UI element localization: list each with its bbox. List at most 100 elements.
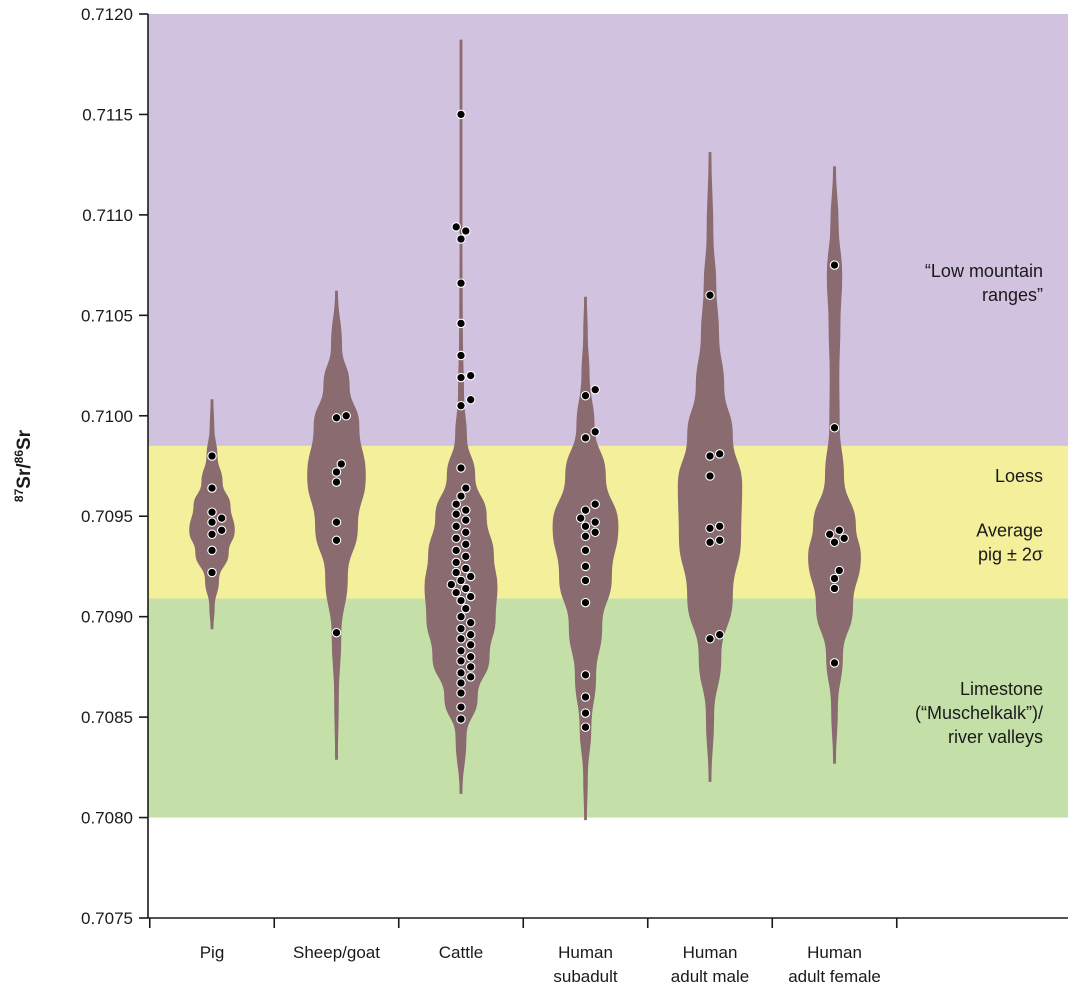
- data-point: [461, 483, 471, 493]
- data-point: [451, 509, 461, 519]
- band-label-low-mountain-ranges: “Low mountain: [925, 261, 1043, 281]
- y-tick-label: 0.7115: [82, 105, 133, 124]
- y-tick-label: 0.7090: [81, 608, 133, 627]
- data-point: [590, 527, 600, 538]
- data-point: [331, 517, 342, 527]
- data-point: [207, 529, 217, 540]
- data-point: [829, 423, 840, 433]
- data-point: [834, 565, 845, 576]
- data-point: [451, 533, 461, 544]
- data-point: [456, 714, 466, 724]
- data-point: [461, 527, 471, 538]
- data-point: [456, 350, 466, 361]
- data-point: [465, 640, 476, 650]
- x-ticks: [148, 918, 898, 928]
- band-label-limestone: Limestone: [960, 679, 1043, 699]
- data-point: [461, 551, 471, 562]
- data-point: [580, 670, 591, 680]
- data-point: [207, 483, 217, 493]
- data-point: [839, 533, 849, 544]
- data-point: [456, 400, 466, 411]
- data-point: [590, 384, 600, 395]
- data-point: [580, 597, 591, 608]
- data-point: [207, 507, 217, 517]
- y-tick-label: 0.7080: [81, 809, 133, 828]
- data-point: [456, 234, 466, 244]
- data-point: [461, 539, 471, 550]
- data-point: [829, 573, 840, 584]
- data-point: [829, 583, 840, 594]
- y-tick-label: 0.7075: [81, 909, 133, 928]
- category-label: adult female: [788, 967, 881, 986]
- data-point: [575, 513, 586, 523]
- data-point: [456, 318, 466, 329]
- band-label-limestone: (“Muschelkalk”)/: [915, 703, 1043, 723]
- data-point: [705, 634, 715, 644]
- data-point: [465, 662, 476, 672]
- data-point: [456, 702, 466, 712]
- data-point: [714, 521, 725, 532]
- axes: [147, 14, 1068, 919]
- category-label: Human: [807, 943, 862, 962]
- band-label-low-mountain-ranges: ranges”: [982, 285, 1043, 305]
- data-point: [461, 563, 471, 574]
- data-point: [580, 545, 591, 556]
- data-point: [590, 517, 600, 527]
- band-labels: “Low mountain ranges” Loess Average pig ± 2σ…: [915, 261, 1043, 747]
- data-point: [336, 459, 347, 469]
- data-point: [331, 467, 342, 477]
- y-tick-label: 0.7095: [81, 507, 133, 526]
- category-labels: Pig Sheep/goat Cattle Human subadult Human adu…: [200, 943, 881, 986]
- data-point: [456, 372, 466, 383]
- data-point: [456, 109, 466, 120]
- band-label-limestone: river valleys: [948, 727, 1043, 747]
- y-tick-label: 0.7100: [81, 407, 133, 426]
- y-axis-title-main1: Sr/: [14, 463, 35, 489]
- data-point: [829, 658, 840, 668]
- geology-bands: [148, 14, 1068, 818]
- data-point: [834, 525, 845, 536]
- data-point: [456, 595, 466, 606]
- data-point: [341, 411, 351, 421]
- data-point: [465, 617, 476, 628]
- data-point: [580, 722, 591, 732]
- data-point: [580, 433, 591, 443]
- data-point: [465, 394, 476, 405]
- y-axis-title-sup2: 86: [12, 450, 26, 464]
- data-point: [456, 623, 466, 634]
- data-point: [465, 591, 476, 602]
- data-point: [580, 531, 591, 542]
- data-point: [461, 515, 471, 525]
- data-point: [456, 646, 466, 656]
- y-axis-title: 87Sr/86Sr: [12, 429, 35, 502]
- data-point: [451, 567, 461, 578]
- data-point: [465, 672, 476, 682]
- data-point: [829, 537, 840, 548]
- data-point: [705, 451, 715, 461]
- data-point: [461, 603, 471, 614]
- data-point: [207, 517, 217, 527]
- data-point: [207, 545, 217, 556]
- data-point: [705, 537, 715, 548]
- data-point: [451, 557, 461, 568]
- data-point: [216, 525, 227, 536]
- category-label: Human: [683, 943, 738, 962]
- y-tick-label: 0.7105: [81, 306, 133, 325]
- data-point: [456, 463, 466, 473]
- band-label-average-pig: Average: [976, 520, 1043, 540]
- data-point: [580, 575, 591, 586]
- data-point: [331, 627, 342, 638]
- y-axis-title-sup1: 87: [12, 488, 26, 502]
- data-point: [705, 523, 715, 534]
- data-point: [207, 451, 217, 461]
- data-point: [461, 505, 471, 515]
- band-label-average-pig: pig ± 2σ: [978, 544, 1043, 564]
- data-point: [465, 629, 476, 640]
- category-label: Pig: [200, 943, 225, 962]
- y-tick-label: 0.7120: [81, 5, 133, 24]
- category-label: subadult: [553, 967, 618, 986]
- y-tick-label: 0.7110: [82, 206, 133, 225]
- data-point: [331, 413, 342, 423]
- data-point: [216, 513, 227, 523]
